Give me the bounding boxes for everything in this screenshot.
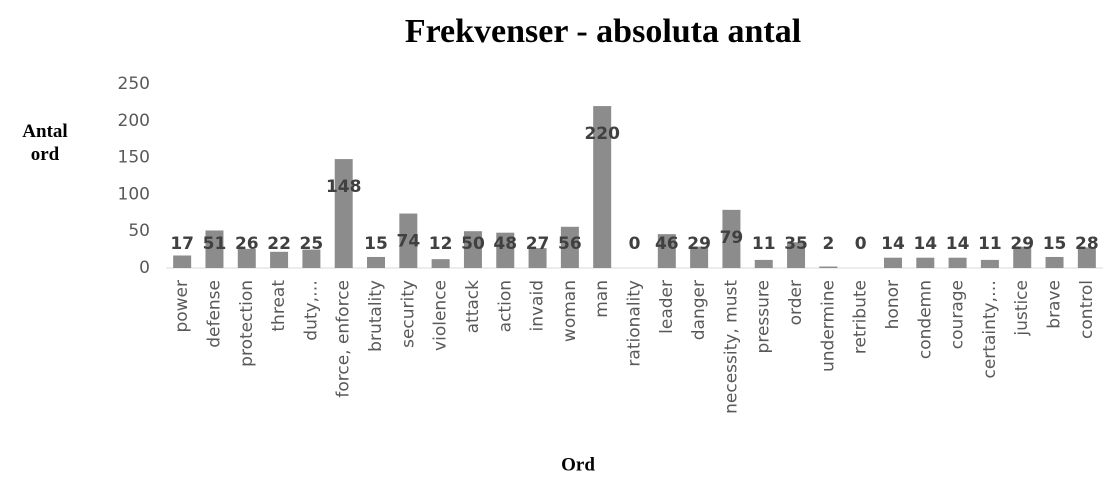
data-label: 148 xyxy=(326,177,362,197)
x-tick-label: brave xyxy=(1045,280,1065,329)
data-label: 0 xyxy=(629,234,641,254)
data-label: 14 xyxy=(913,234,937,254)
bar xyxy=(560,226,579,268)
data-label: 15 xyxy=(364,234,388,254)
bar xyxy=(916,257,935,268)
bar xyxy=(1077,247,1096,268)
x-tick-label: leader xyxy=(657,280,677,334)
x-tick-label: pressure xyxy=(754,280,774,353)
x-tick-label: woman xyxy=(560,280,580,342)
bar xyxy=(431,259,450,268)
x-tick-label: justice xyxy=(1012,280,1032,337)
data-label: 22 xyxy=(267,234,291,254)
x-tick-label: retribute xyxy=(851,280,871,354)
bar xyxy=(173,255,192,268)
x-tick-label: force, enforce xyxy=(334,280,354,398)
data-label: 11 xyxy=(752,234,776,254)
data-label: 35 xyxy=(784,234,808,254)
data-label: 48 xyxy=(493,234,517,254)
data-label: 51 xyxy=(203,234,227,254)
bar xyxy=(948,257,967,268)
x-tick-label: violence xyxy=(431,280,451,351)
x-tick-label: action xyxy=(495,280,515,332)
bar xyxy=(237,248,256,268)
bar xyxy=(754,259,773,268)
data-label: 29 xyxy=(1010,234,1034,254)
y-axis-label: Antal ord xyxy=(22,121,68,165)
data-label: 74 xyxy=(396,232,420,252)
data-label: 29 xyxy=(687,234,711,254)
bar xyxy=(657,234,676,268)
x-tick-label: brutality xyxy=(366,280,386,352)
x-tick-label: security xyxy=(398,280,418,348)
x-tick-label: duty,… xyxy=(301,280,321,341)
x-tick-label: protection xyxy=(237,280,257,367)
bar xyxy=(302,249,321,268)
bar xyxy=(205,230,224,268)
y-tick-label: 250 xyxy=(118,74,150,94)
x-tick-label: certainty,… xyxy=(980,280,1000,379)
bar xyxy=(722,209,741,268)
data-label: 220 xyxy=(584,124,620,144)
data-label: 0 xyxy=(855,234,867,254)
data-label: 25 xyxy=(300,234,324,254)
data-label: 46 xyxy=(655,234,679,254)
x-tick-label: attack xyxy=(463,280,483,334)
y-tick-label: 200 xyxy=(118,111,150,131)
data-label: 28 xyxy=(1075,234,1099,254)
data-label: 2 xyxy=(822,234,834,254)
x-tick-label: threat xyxy=(269,280,289,332)
bar xyxy=(496,232,515,268)
chart-title: Frekvenser - absoluta antal xyxy=(405,13,801,50)
x-tick-label: danger xyxy=(689,280,709,340)
x-tick-label: honor xyxy=(883,280,903,329)
data-label: 15 xyxy=(1043,234,1067,254)
x-tick-label: necessity, must xyxy=(721,280,741,414)
x-axis-label: Ord xyxy=(561,454,595,475)
x-tick-label: power xyxy=(172,280,192,333)
bar xyxy=(690,246,709,268)
x-tick-label: courage xyxy=(948,280,968,349)
data-label: 14 xyxy=(881,234,905,254)
bar xyxy=(463,231,482,268)
x-tick-label: defense xyxy=(204,280,224,348)
y-tick-label: 150 xyxy=(118,148,150,168)
x-tick-label: condemn xyxy=(915,280,935,359)
x-tick-label: undermine xyxy=(818,280,838,372)
bar xyxy=(528,248,547,268)
bar xyxy=(1013,246,1032,268)
bar xyxy=(819,266,838,268)
bar xyxy=(399,213,418,268)
bar xyxy=(593,106,612,268)
bar xyxy=(787,242,806,268)
bar xyxy=(367,256,386,268)
x-tick-label: rationality xyxy=(625,280,645,367)
x-tick-label: control xyxy=(1077,280,1097,339)
data-label: 56 xyxy=(558,234,582,254)
y-tick-label: 100 xyxy=(118,184,150,204)
bar xyxy=(270,251,289,268)
y-tick-label: 0 xyxy=(139,258,150,278)
data-label: 27 xyxy=(526,234,550,254)
bar xyxy=(1045,256,1064,268)
bar xyxy=(980,259,999,268)
y-tick-label: 50 xyxy=(128,221,150,241)
data-label: 17 xyxy=(170,234,194,254)
data-label: 11 xyxy=(978,234,1002,254)
data-label: 14 xyxy=(946,234,970,254)
data-label: 26 xyxy=(235,234,259,254)
bar xyxy=(883,257,902,268)
x-tick-label: man xyxy=(592,280,612,318)
bar xyxy=(334,159,353,268)
data-label: 79 xyxy=(720,228,744,248)
data-label: 50 xyxy=(461,234,485,254)
data-label: 12 xyxy=(429,234,453,254)
x-tick-label: invaid xyxy=(528,280,548,332)
x-tick-label: order xyxy=(786,280,806,325)
